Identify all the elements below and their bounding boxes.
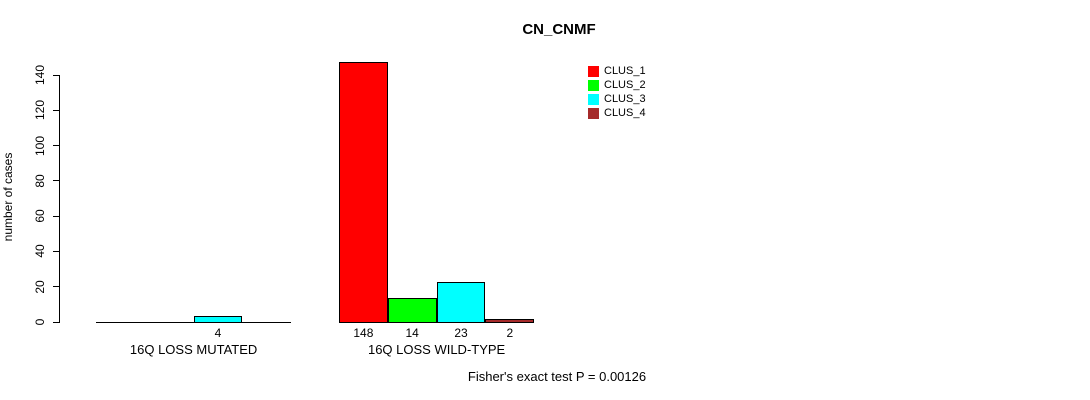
legend-item: CLUS_4 [588, 106, 698, 120]
bar-value-label: 148 [353, 326, 374, 340]
bar-value-label: 2 [506, 326, 514, 340]
legend-label: CLUS_4 [604, 107, 646, 119]
legend: CLUS_1 CLUS_2 CLUS_3 CLUS_4 [588, 64, 698, 120]
legend-color-swatch-icon [588, 65, 599, 77]
y-axis-tick [53, 250, 60, 252]
legend-label: CLUS_2 [604, 79, 646, 91]
bar-clus-2-group-2 [387, 298, 437, 323]
legend-item: CLUS_3 [588, 92, 698, 106]
y-axis-tick-label: 20 [33, 280, 47, 294]
legend-color-swatch-icon [588, 93, 599, 105]
y-axis-tick-label: 60 [33, 209, 47, 223]
bar-clus-1-group-2 [339, 61, 388, 323]
y-axis-tick-label: 0 [33, 318, 47, 326]
legend-item: CLUS_1 [588, 64, 698, 78]
y-axis-tick-label: 120 [33, 100, 47, 121]
legend-label: CLUS_3 [604, 93, 646, 105]
y-axis-tick-label: 140 [33, 64, 47, 86]
bar-clus-3-group-1 [193, 315, 243, 323]
y-axis-tick [53, 286, 60, 288]
legend-color-swatch-icon [588, 107, 599, 119]
bar-value-label: 4 [214, 326, 222, 340]
bar-clus-4-group-2 [485, 319, 535, 323]
y-axis-tick [53, 74, 60, 76]
chart-title: CN_CNMF [522, 21, 596, 38]
y-axis-line [59, 75, 60, 323]
legend-item: CLUS_2 [588, 78, 698, 92]
y-axis-tick [53, 180, 60, 182]
bar-value-label: 23 [454, 326, 468, 340]
legend-color-swatch-icon [588, 79, 599, 91]
category-label: 16Q LOSS WILD-TYPE [367, 342, 506, 357]
bar-clus-3-group-2 [436, 282, 486, 323]
stat-annotation: Fisher's exact test P = 0.00126 [467, 369, 647, 384]
y-axis-tick [53, 109, 60, 111]
category-label: 16Q LOSS MUTATED [129, 342, 258, 357]
y-axis-tick-label: 40 [33, 244, 47, 259]
legend-label: CLUS_1 [604, 65, 646, 77]
y-axis-tick [53, 321, 60, 323]
y-axis-tick [53, 215, 60, 217]
bar-value-label: 14 [405, 326, 419, 340]
y-axis-tick-label: 100 [33, 135, 47, 156]
y-axis-tick-label: 80 [33, 174, 47, 188]
y-axis-tick [53, 145, 60, 147]
